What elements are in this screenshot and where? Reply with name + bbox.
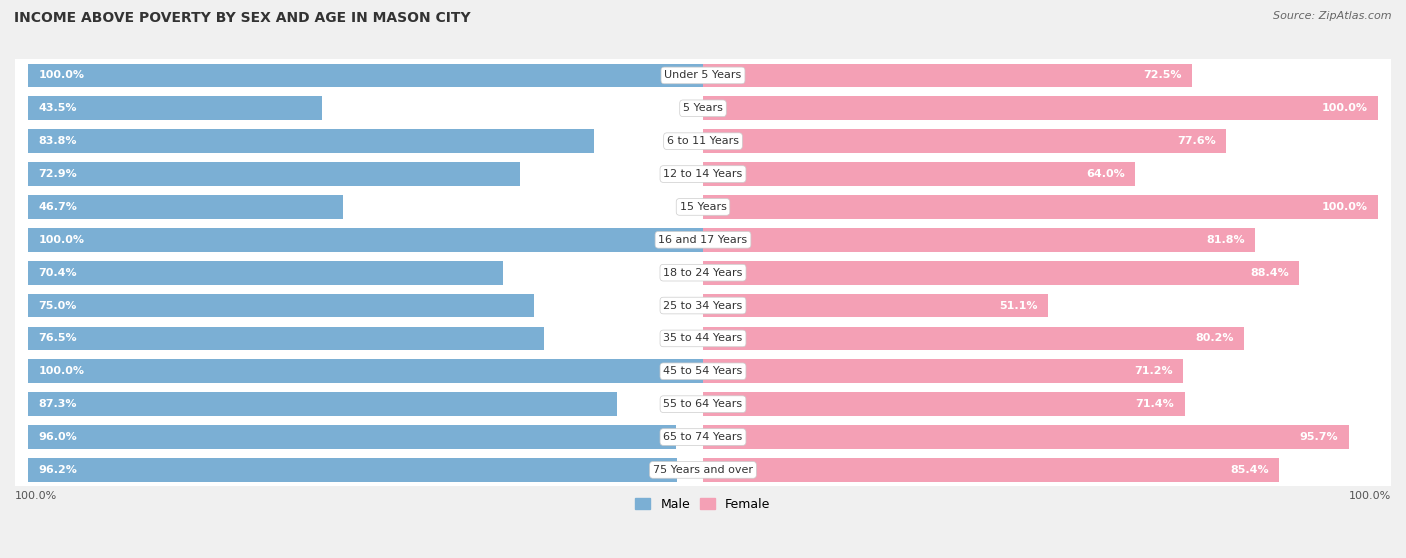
- Bar: [28, 228, 703, 252]
- Bar: [15, 256, 1391, 289]
- Bar: [15, 289, 1391, 322]
- Text: 100.0%: 100.0%: [38, 70, 84, 80]
- Bar: [15, 59, 1391, 92]
- Text: 100.0%: 100.0%: [38, 366, 84, 376]
- Text: 55 to 64 Years: 55 to 64 Years: [664, 399, 742, 409]
- Text: 96.0%: 96.0%: [38, 432, 77, 442]
- Text: 5 Years: 5 Years: [683, 103, 723, 113]
- Text: 96.2%: 96.2%: [38, 465, 77, 475]
- Text: 100.0%: 100.0%: [1322, 103, 1368, 113]
- Text: 35 to 44 Years: 35 to 44 Years: [664, 334, 742, 343]
- Text: INCOME ABOVE POVERTY BY SEX AND AGE IN MASON CITY: INCOME ABOVE POVERTY BY SEX AND AGE IN M…: [14, 11, 471, 25]
- Bar: [703, 294, 1047, 318]
- Bar: [28, 64, 703, 87]
- Text: 70.4%: 70.4%: [38, 268, 77, 278]
- Text: 43.5%: 43.5%: [38, 103, 77, 113]
- Text: 75 Years and over: 75 Years and over: [652, 465, 754, 475]
- Text: 76.5%: 76.5%: [38, 334, 77, 343]
- Text: 25 to 34 Years: 25 to 34 Years: [664, 301, 742, 311]
- Bar: [703, 458, 1279, 482]
- Bar: [28, 129, 593, 153]
- Text: 15 Years: 15 Years: [679, 202, 727, 212]
- Text: 95.7%: 95.7%: [1299, 432, 1339, 442]
- Bar: [28, 162, 520, 186]
- Bar: [28, 392, 617, 416]
- Text: 72.9%: 72.9%: [38, 169, 77, 179]
- Text: 81.8%: 81.8%: [1206, 235, 1244, 245]
- Bar: [703, 425, 1348, 449]
- Text: 65 to 74 Years: 65 to 74 Years: [664, 432, 742, 442]
- Bar: [703, 359, 1184, 383]
- Text: 100.0%: 100.0%: [38, 235, 84, 245]
- Text: 87.3%: 87.3%: [38, 399, 77, 409]
- Bar: [703, 162, 1135, 186]
- Bar: [15, 454, 1391, 487]
- Bar: [15, 125, 1391, 157]
- Text: 83.8%: 83.8%: [38, 136, 77, 146]
- Text: 12 to 14 Years: 12 to 14 Years: [664, 169, 742, 179]
- Bar: [703, 129, 1226, 153]
- Text: 88.4%: 88.4%: [1250, 268, 1289, 278]
- Bar: [28, 458, 678, 482]
- Text: Under 5 Years: Under 5 Years: [665, 70, 741, 80]
- Text: 18 to 24 Years: 18 to 24 Years: [664, 268, 742, 278]
- Text: 71.4%: 71.4%: [1136, 399, 1174, 409]
- Text: 46.7%: 46.7%: [38, 202, 77, 212]
- Text: 77.6%: 77.6%: [1178, 136, 1216, 146]
- Bar: [15, 157, 1391, 190]
- Bar: [703, 392, 1185, 416]
- Bar: [28, 425, 676, 449]
- Bar: [15, 421, 1391, 454]
- Bar: [703, 228, 1254, 252]
- Legend: Male, Female: Male, Female: [630, 493, 776, 516]
- Text: 16 and 17 Years: 16 and 17 Years: [658, 235, 748, 245]
- Bar: [15, 388, 1391, 421]
- Text: 100.0%: 100.0%: [1322, 202, 1368, 212]
- Bar: [15, 223, 1391, 256]
- Bar: [28, 294, 534, 318]
- Bar: [703, 326, 1244, 350]
- Text: 6 to 11 Years: 6 to 11 Years: [666, 136, 740, 146]
- Text: 75.0%: 75.0%: [38, 301, 77, 311]
- Bar: [28, 359, 703, 383]
- Text: Source: ZipAtlas.com: Source: ZipAtlas.com: [1274, 11, 1392, 21]
- Bar: [15, 92, 1391, 125]
- Bar: [28, 97, 322, 120]
- Bar: [703, 64, 1192, 87]
- Text: 85.4%: 85.4%: [1230, 465, 1268, 475]
- Bar: [15, 355, 1391, 388]
- Bar: [15, 322, 1391, 355]
- Bar: [703, 261, 1299, 285]
- Text: 72.5%: 72.5%: [1143, 70, 1182, 80]
- Text: 100.0%: 100.0%: [15, 491, 58, 501]
- Bar: [28, 326, 544, 350]
- Text: 100.0%: 100.0%: [1348, 491, 1391, 501]
- Text: 45 to 54 Years: 45 to 54 Years: [664, 366, 742, 376]
- Bar: [703, 97, 1378, 120]
- Text: 71.2%: 71.2%: [1135, 366, 1173, 376]
- Text: 64.0%: 64.0%: [1085, 169, 1125, 179]
- Text: 51.1%: 51.1%: [1000, 301, 1038, 311]
- Text: 80.2%: 80.2%: [1195, 334, 1234, 343]
- Bar: [28, 195, 343, 219]
- Bar: [28, 261, 503, 285]
- Bar: [15, 190, 1391, 223]
- Bar: [703, 195, 1378, 219]
